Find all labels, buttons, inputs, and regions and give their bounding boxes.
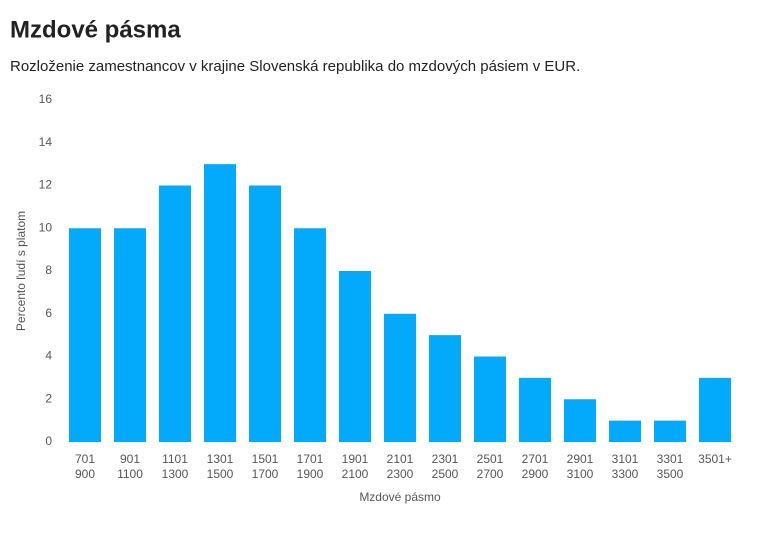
y-axis-title: Percento ľudí s platom: [14, 211, 28, 331]
y-tick-label: 8: [45, 263, 52, 277]
x-tick-label: 3300: [612, 467, 639, 481]
bar: [609, 420, 641, 442]
y-tick-label: 10: [39, 220, 53, 234]
x-tick-label: 1100: [117, 467, 143, 481]
x-tick-label: 2301: [432, 452, 459, 466]
x-tick-label: 1701: [297, 452, 324, 466]
y-tick-label: 0: [45, 434, 52, 448]
x-tick-label: 2300: [387, 467, 414, 481]
x-tick-label: 2901: [567, 452, 594, 466]
bar: [294, 228, 326, 442]
bar: [519, 377, 551, 442]
x-tick-label: 3100: [567, 467, 594, 481]
bar: [654, 420, 686, 442]
y-tick-label: 4: [45, 349, 52, 363]
x-tick-label: 2900: [522, 467, 549, 481]
bar: [114, 228, 146, 442]
bar: [159, 185, 191, 442]
x-tick-label: 3301: [657, 452, 684, 466]
x-tick-label: 2701: [522, 452, 549, 466]
chart-title: Mzdové pásma: [10, 16, 181, 43]
x-tick-label: 1900: [297, 467, 324, 481]
bar: [204, 164, 236, 442]
chart-subtitle: Rozloženie zamestnancov v krajine Sloven…: [10, 58, 580, 75]
bar: [699, 377, 731, 442]
bar: [564, 399, 596, 442]
x-tick-label: 900: [75, 467, 95, 481]
y-tick-label: 6: [45, 306, 52, 320]
bar: [474, 356, 506, 442]
x-tick-label: 3500: [657, 467, 684, 481]
x-tick-label: 1501: [252, 452, 279, 466]
x-tick-label: 3101: [612, 452, 639, 466]
x-tick-label: 1901: [342, 452, 369, 466]
x-tick-label: 1101: [162, 452, 188, 466]
x-axis-title: Mzdové pásmo: [359, 490, 441, 504]
y-tick-label: 12: [39, 178, 53, 192]
y-tick-label: 14: [39, 135, 53, 149]
bar: [69, 228, 101, 442]
y-tick-label: 2: [45, 391, 52, 405]
x-tick-label: 2100: [342, 467, 369, 481]
x-tick-label: 701: [75, 452, 95, 466]
bar: [384, 313, 416, 442]
x-tick-label: 901: [120, 452, 140, 466]
x-tick-label: 2101: [387, 452, 414, 466]
bar: [249, 185, 281, 442]
x-tick-label: 1500: [207, 467, 234, 481]
x-tick-label: 2501: [477, 452, 504, 466]
bar: [339, 271, 371, 442]
x-tick-label: 2500: [432, 467, 459, 481]
x-tick-label: 1300: [162, 467, 189, 481]
y-tick-label: 16: [39, 92, 53, 106]
x-tick-label: 3501+: [698, 452, 732, 466]
x-tick-label: 1301: [207, 452, 234, 466]
x-tick-label: 2700: [477, 467, 504, 481]
bar: [429, 335, 461, 442]
x-tick-label: 1700: [252, 467, 279, 481]
